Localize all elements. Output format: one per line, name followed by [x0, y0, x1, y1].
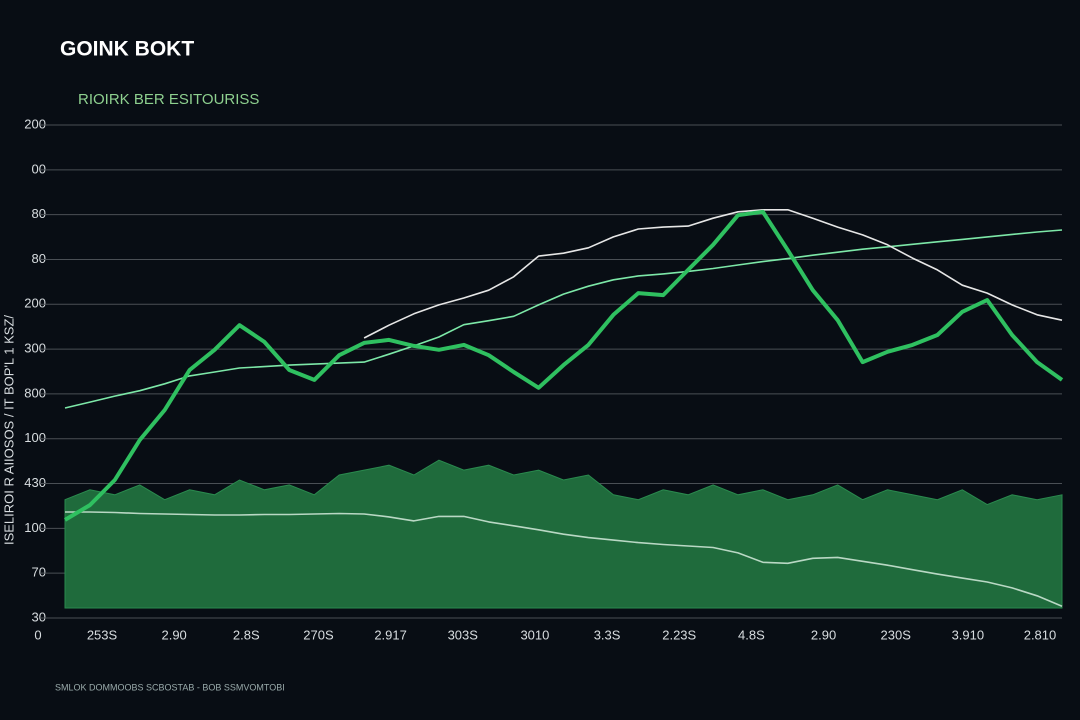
- y-tick-label: 80: [32, 206, 46, 221]
- line: [65, 511, 1063, 607]
- x-tick-label: 2.90: [161, 627, 186, 642]
- origin-label: 0: [34, 627, 41, 642]
- x-tick-label: 4.8S: [738, 627, 765, 642]
- y-tick-label: 100: [24, 520, 46, 535]
- x-tick-label: 3.910: [952, 627, 985, 642]
- x-tick-label: 2.23S: [662, 627, 696, 642]
- y-tick-label: 70: [32, 565, 46, 580]
- x-tick-label: 3010: [520, 627, 549, 642]
- y-tick-label: 80: [32, 251, 46, 266]
- x-tick-label: 3.3S: [594, 627, 621, 642]
- x-tick-label: 270S: [303, 627, 334, 642]
- y-tick-label: 30: [32, 609, 46, 624]
- y-tick-label: 430: [24, 475, 46, 490]
- y-tick-label: 200: [24, 116, 46, 131]
- y-tick-label: 100: [24, 430, 46, 445]
- footer: SMLOK DOMMOOBS SCBOSTAB - BOB SSMVOMTOBI: [55, 682, 285, 692]
- x-tick-label: 2.90: [811, 627, 836, 642]
- y-tick-label: 800: [24, 385, 46, 400]
- x-tick-label: 2.8S: [233, 627, 260, 642]
- line: [363, 209, 1063, 339]
- y-tick-label: 00: [32, 161, 46, 176]
- x-tick-label: 303S: [448, 627, 479, 642]
- y-axis-label: ISELIROI R AIIOSOS / IT BOP'L 1 KSZ/: [1, 315, 16, 545]
- y-tick-label: 300: [24, 341, 46, 356]
- chart-subtitle: RIOIRK BER ESITOURISS: [78, 91, 259, 108]
- y-tick-label: 200: [24, 296, 46, 311]
- x-tick-label: 2.810: [1024, 627, 1057, 642]
- line: [64, 229, 1063, 409]
- line: [63, 209, 1064, 522]
- chart-title: GOINK BOKT: [60, 38, 194, 61]
- x-tick-label: 230S: [881, 627, 912, 642]
- x-tick-label: 2.917: [374, 627, 407, 642]
- x-tick-label: 253S: [87, 627, 118, 642]
